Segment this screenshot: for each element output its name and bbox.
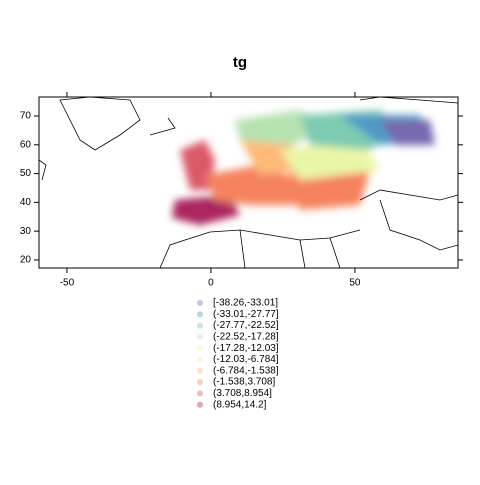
map-field [39, 97, 458, 268]
y-tick-label: 30 [20, 226, 32, 237]
legend-label: (-1.538,3.708] [213, 377, 275, 388]
legend-swatch [197, 333, 203, 340]
legend-swatch [197, 390, 203, 397]
y-tick-label: 40 [20, 197, 32, 208]
legend-swatch [197, 401, 203, 408]
y-tick-label: 20 [20, 255, 32, 266]
legend-label: (-6.784,-1.538] [213, 365, 279, 376]
plot-frame [38, 96, 459, 269]
y-tick-label: 60 [20, 139, 32, 150]
y-tick-label: 50 [20, 168, 32, 179]
legend-swatch [197, 322, 203, 329]
legend-swatch [197, 379, 203, 386]
legend-label: (-27.77,-22.52] [213, 320, 279, 331]
x-tick-label: 50 [349, 278, 361, 289]
legend-swatch [197, 345, 203, 352]
x-tick-label: -50 [60, 278, 75, 289]
legend-label: (3.708,8.954] [213, 388, 272, 399]
x-tick-label: 0 [208, 278, 214, 289]
legend-swatch [197, 356, 203, 363]
legend-label: (8.954,14.2] [213, 399, 267, 410]
legend-label: (-17.28,-12.03] [213, 343, 279, 354]
legend-label: [-38.26,-33.01] [213, 298, 278, 309]
legend-label: (-12.03,-6.784] [213, 354, 279, 365]
legend-swatch [197, 300, 203, 306]
legend-swatch [197, 311, 203, 318]
chart-title: tg [233, 54, 247, 71]
legend-label: (-33.01,-27.77] [213, 309, 279, 320]
legend-label: (-22.52,-17.28] [213, 332, 279, 343]
y-tick-label: 70 [20, 111, 32, 122]
legend-swatch [197, 367, 203, 374]
